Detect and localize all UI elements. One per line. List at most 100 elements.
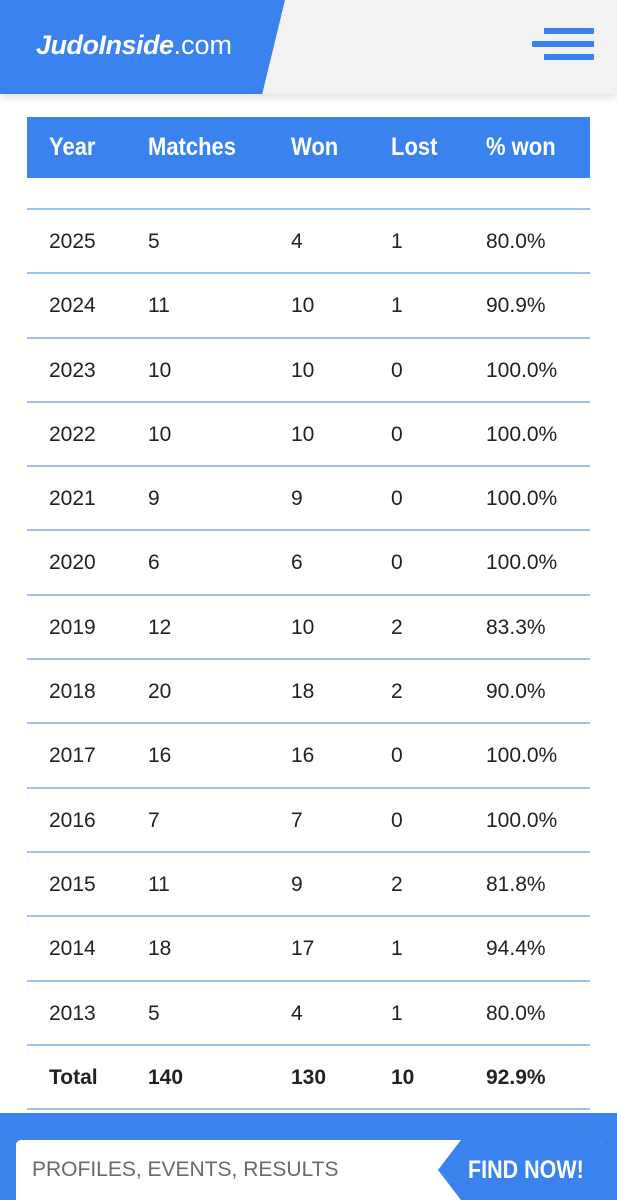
cell-lost: 1 [391, 937, 403, 961]
cell-won: 6 [291, 551, 303, 575]
cell-matches: 10 [148, 422, 172, 446]
total-percent-won: 92.9% [486, 1065, 546, 1089]
search-box: FIND NOW! [16, 1140, 602, 1200]
results-table: Year Matches Won Lost % won 2025 5 4 1 80.0%… [27, 117, 590, 1111]
table-row: 2019 12 10 2 83.3% [27, 596, 590, 661]
cell-lost: 2 [391, 872, 403, 896]
cell-won: 10 [291, 422, 315, 446]
cell-won: 18 [291, 680, 315, 704]
cell-matches: 6 [148, 551, 160, 575]
cell-matches: 18 [148, 937, 172, 961]
cell-matches: 11 [148, 872, 170, 896]
cell-lost: 0 [391, 487, 403, 511]
cell-won: 4 [291, 230, 303, 253]
cell-lost: 2 [391, 680, 403, 704]
cell-year: 2021 [49, 487, 96, 511]
cell-year: 2018 [49, 680, 96, 704]
table-row: 2017 16 16 0 100.0% [27, 724, 590, 789]
site-header: JudoInside.com [0, 0, 617, 94]
cell-matches: 7 [148, 808, 160, 832]
cell-percent-won: 80.0% [486, 230, 546, 253]
cell-percent-won: 81.8% [486, 872, 546, 896]
cell-matches: 10 [148, 358, 172, 382]
column-header-won: Won [291, 133, 339, 161]
search-footer: FIND NOW! [0, 1113, 617, 1200]
cell-year: 2014 [49, 937, 96, 961]
table-row: 2020 6 6 0 100.0% [27, 531, 590, 596]
cell-matches: 9 [148, 487, 160, 511]
cell-matches: 11 [148, 294, 170, 318]
table-row: 2013 5 4 1 80.0% [27, 982, 590, 1046]
table-row: 2024 11 10 1 90.9% [27, 274, 590, 339]
cell-won: 10 [291, 358, 315, 382]
cell-won: 10 [291, 294, 315, 318]
cell-won: 10 [291, 615, 315, 639]
cell-percent-won: 94.4% [486, 937, 546, 961]
site-logo[interactable]: JudoInside.com [36, 30, 232, 61]
cell-matches: 16 [148, 744, 172, 768]
total-matches: 140 [148, 1065, 184, 1089]
cell-matches: 20 [148, 680, 172, 704]
table-body: 2025 5 4 1 80.0% 2024 11 10 1 90.9% 2023 10 10 0 100.0… [27, 210, 590, 1046]
cell-won: 9 [291, 872, 303, 896]
hamburger-menu-icon[interactable] [532, 28, 594, 62]
cell-lost: 0 [391, 744, 403, 768]
cell-lost: 0 [391, 422, 403, 446]
cell-percent-won: 100.0% [486, 358, 558, 382]
table-row: 2015 11 9 2 81.8% [27, 853, 590, 918]
cell-won: 16 [291, 744, 315, 768]
total-label: Total [49, 1065, 98, 1089]
cell-lost: 1 [391, 1001, 403, 1025]
cell-percent-won: 83.3% [486, 615, 546, 639]
cell-year: 2013 [49, 1001, 96, 1025]
cell-lost: 1 [391, 230, 403, 253]
cell-year: 2022 [49, 422, 96, 446]
cell-percent-won: 90.9% [486, 294, 546, 318]
find-now-button[interactable]: FIND NOW! [438, 1140, 602, 1200]
cell-matches: 5 [148, 230, 160, 253]
table-row: 2025 5 4 1 80.0% [27, 210, 590, 275]
cell-lost: 0 [391, 551, 403, 575]
cell-lost: 0 [391, 358, 403, 382]
cell-year: 2015 [49, 872, 96, 896]
column-header-lost: Lost [391, 133, 438, 161]
cell-lost: 2 [391, 615, 403, 639]
cell-won: 17 [291, 937, 315, 961]
table-row: 2022 10 10 0 100.0% [27, 403, 590, 468]
cell-percent-won: 100.0% [486, 422, 558, 446]
logo-brand: JudoInside [36, 30, 174, 60]
cell-year: 2016 [49, 808, 96, 832]
column-header-year: Year [49, 133, 96, 161]
cell-percent-won: 100.0% [486, 551, 558, 575]
logo-banner [0, 0, 285, 94]
cell-year: 2023 [49, 358, 96, 382]
cell-percent-won: 100.0% [486, 808, 558, 832]
table-header: Year Matches Won Lost % won [27, 117, 590, 178]
cell-year: 2025 [49, 230, 96, 253]
cell-year: 2020 [49, 551, 96, 575]
total-lost: 10 [391, 1065, 415, 1089]
cell-percent-won: 100.0% [486, 487, 558, 511]
cell-won: 9 [291, 487, 303, 511]
table-row: 2023 10 10 0 100.0% [27, 339, 590, 403]
find-now-label: FIND NOW! [468, 1156, 584, 1184]
cell-won: 4 [291, 1001, 303, 1025]
cell-won: 7 [291, 808, 303, 832]
total-won: 130 [291, 1065, 327, 1089]
cell-year: 2024 [49, 294, 96, 318]
search-input[interactable] [16, 1140, 436, 1200]
cell-lost: 0 [391, 808, 403, 832]
table-spacer [27, 178, 590, 210]
cell-matches: 12 [148, 615, 172, 639]
cell-percent-won: 90.0% [486, 680, 546, 704]
table-row: 2021 9 9 0 100.0% [27, 467, 590, 532]
cell-percent-won: 80.0% [486, 1001, 546, 1025]
column-header-matches: Matches [148, 133, 237, 161]
logo-tld: .com [173, 30, 233, 60]
cell-lost: 1 [391, 294, 403, 318]
column-header-percent-won: % won [486, 133, 556, 161]
cell-year: 2017 [49, 744, 96, 768]
table-row: 2014 18 17 1 94.4% [27, 917, 590, 982]
table-row-total: Total 140 130 10 92.9% [27, 1046, 590, 1111]
cell-matches: 5 [148, 1001, 160, 1025]
